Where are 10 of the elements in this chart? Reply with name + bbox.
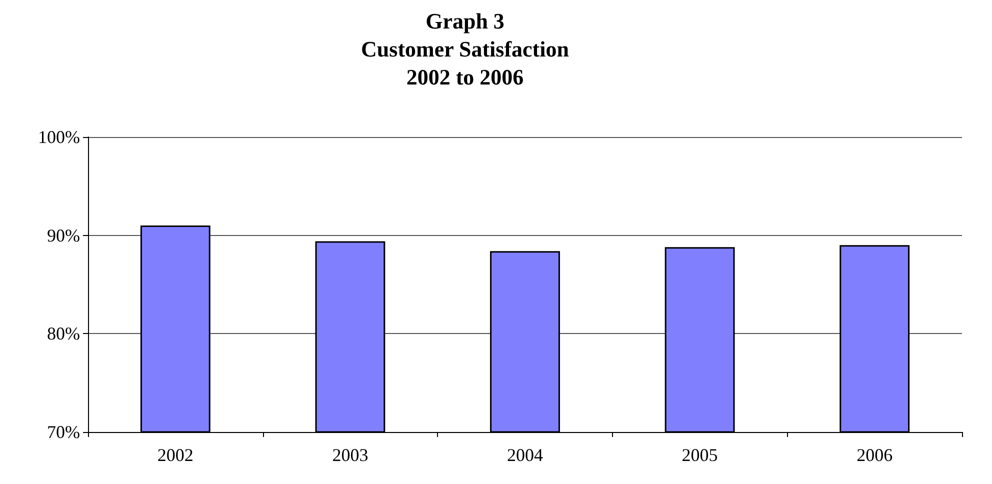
x-tick-label: 2005: [682, 445, 718, 465]
x-tick-label: 2003: [332, 445, 368, 465]
y-tick-label: 90%: [47, 225, 80, 246]
y-tick-label: 100%: [38, 127, 80, 147]
y-tick-label: 80%: [47, 324, 80, 344]
x-tick-label: 2004: [507, 445, 543, 465]
y-tick-label: 70%: [47, 422, 80, 442]
x-tick-label: 2006: [856, 445, 893, 465]
chart-title: Graph 3 Customer Satisfaction 2002 to 2006: [361, 8, 569, 90]
x-tick-label: 2002: [157, 445, 194, 465]
